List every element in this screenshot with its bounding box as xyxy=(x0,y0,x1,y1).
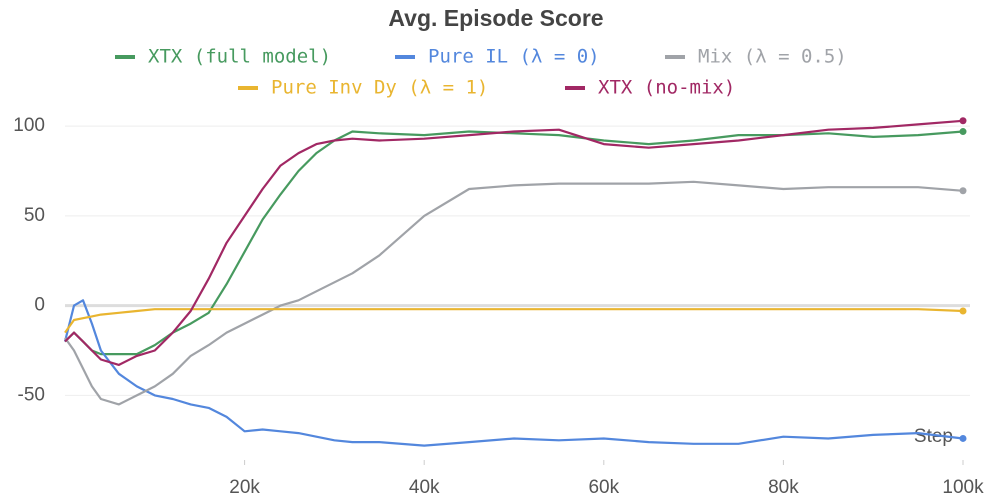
legend-label: Mix (λ = 0.5) xyxy=(698,46,847,68)
x-tick-label: 100k xyxy=(942,477,984,498)
legend-label: XTX (full model) xyxy=(148,46,331,68)
y-tick-label: 100 xyxy=(13,115,45,136)
legend-label: XTX (no-mix) xyxy=(598,77,735,99)
x-tick-label: 60k xyxy=(588,477,619,498)
end-dot xyxy=(959,117,967,125)
x-tick-label: 80k xyxy=(768,477,799,498)
end-dot xyxy=(959,128,967,136)
legend-label: Pure IL (λ = 0) xyxy=(428,46,600,68)
x-tick-label: 40k xyxy=(409,477,440,498)
line xyxy=(64,308,964,334)
line xyxy=(64,180,964,406)
end-dot xyxy=(959,307,967,315)
line xyxy=(64,130,964,356)
x-axis-label: Step xyxy=(914,426,953,447)
y-tick-label: 50 xyxy=(24,205,45,226)
y-tick-label: -50 xyxy=(18,384,45,405)
y-tick-label: 0 xyxy=(34,295,45,316)
legend-label: Pure Inv Dy (λ = 1) xyxy=(271,77,488,99)
line xyxy=(63,299,964,447)
line xyxy=(64,119,964,366)
chart-title: Avg. Episode Score xyxy=(388,5,603,31)
x-tick-label: 20k xyxy=(229,477,260,498)
end-dot xyxy=(959,187,967,195)
end-dot xyxy=(959,434,967,442)
